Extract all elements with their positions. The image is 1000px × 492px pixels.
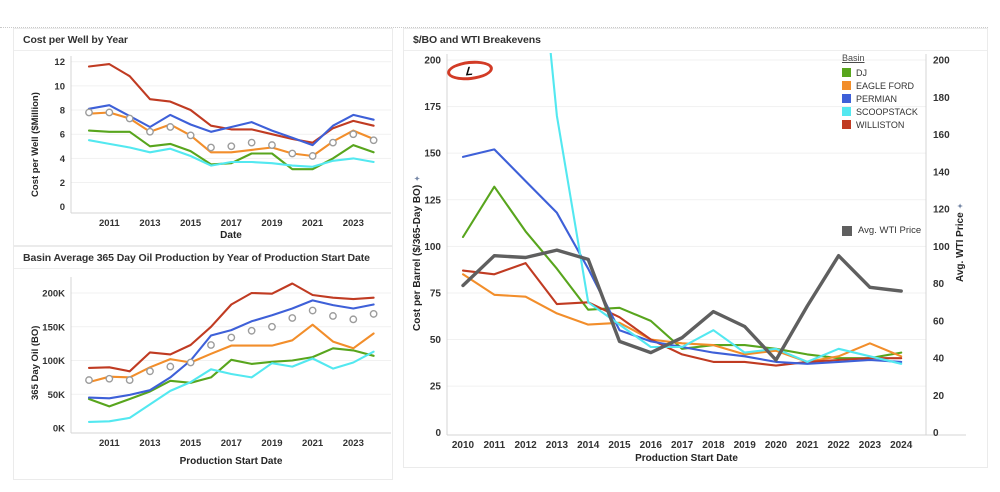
svg-text:40: 40: [933, 354, 945, 365]
svg-text:2021: 2021: [796, 440, 819, 451]
wti-price-annotation: Avg. WTI Price: [842, 225, 921, 236]
svg-text:100K: 100K: [42, 356, 65, 367]
svg-text:0: 0: [60, 202, 65, 213]
svg-text:100: 100: [933, 242, 950, 253]
svg-text:2024: 2024: [890, 440, 913, 451]
svg-text:6: 6: [60, 130, 65, 141]
svg-text:2022: 2022: [827, 440, 850, 451]
svg-text:2011: 2011: [99, 438, 120, 449]
svg-text:2015: 2015: [608, 440, 631, 451]
svg-text:25: 25: [430, 382, 442, 393]
svg-text:2015: 2015: [180, 218, 202, 229]
svg-text:4: 4: [60, 154, 66, 165]
chart-title-cost-per-well: Cost per Well by Year: [14, 29, 392, 51]
svg-text:8: 8: [60, 106, 65, 117]
svg-text:125: 125: [424, 195, 441, 206]
svg-text:0K: 0K: [53, 424, 65, 435]
svg-text:2019: 2019: [734, 440, 757, 451]
svg-text:2016: 2016: [640, 440, 663, 451]
svg-text:20: 20: [933, 391, 945, 402]
svg-text:2010: 2010: [452, 440, 475, 451]
x-axis-title-production-start: Production Start Date: [635, 453, 738, 464]
chart-title-oil-production: Basin Average 365 Day Oil Production by …: [14, 247, 392, 269]
svg-text:2: 2: [60, 178, 65, 189]
svg-text:80: 80: [933, 279, 945, 290]
legend-item-label: WILLISTON: [856, 119, 905, 130]
svg-text:75: 75: [430, 288, 442, 299]
wti-annotation-label: Avg. WTI Price: [858, 225, 922, 236]
layout-divider: [0, 27, 988, 28]
line-chart-oil-production[interactable]: 0K 50K 100K 150K 200K 2011 2013 2015 2017 2019 202…: [14, 273, 394, 479]
svg-text:120: 120: [933, 205, 950, 216]
logo-letter: L: [465, 62, 475, 79]
svg-text:50K: 50K: [48, 390, 66, 401]
svg-text:2014: 2014: [577, 440, 600, 451]
svg-text:2017: 2017: [221, 438, 242, 449]
legend-swatch-icon: [842, 120, 851, 129]
svg-text:2019: 2019: [261, 438, 282, 449]
panel-oil-production: Basin Average 365 Day Oil Production by …: [13, 246, 393, 480]
legend-swatch-icon: [842, 68, 851, 77]
svg-text:2011: 2011: [99, 218, 120, 229]
svg-text:0: 0: [933, 428, 939, 439]
legend-items: DJ EAGLE FORD PERMIAN SCOOPSTACK WILLISTON: [842, 66, 918, 131]
legend-swatch-icon: [842, 81, 851, 90]
svg-text:100: 100: [424, 242, 441, 253]
chart-title-breakevens: $/BO and WTI Breakevens: [404, 29, 987, 51]
legend: Basin DJ EAGLE FORD PERMIAN SCOOPSTACK WILLI…: [842, 53, 918, 131]
svg-text:2023: 2023: [859, 440, 882, 451]
legend-item-label: EAGLE FORD: [856, 80, 915, 91]
line-chart-breakevens[interactable]: 0 25 50 75 100 125 150 175 200 0 20 40 60 80 100 120 140…: [404, 51, 989, 469]
svg-text:2021: 2021: [302, 218, 324, 229]
svg-text:0: 0: [435, 428, 441, 439]
legend-item-permian[interactable]: PERMIAN: [842, 92, 918, 105]
x-axis-title-date: Date: [220, 230, 242, 241]
svg-text:10: 10: [54, 81, 65, 92]
legend-item-label: SCOOPSTACK: [856, 106, 918, 117]
svg-text:2017: 2017: [671, 440, 694, 451]
svg-text:2021: 2021: [302, 438, 324, 449]
panel-breakevens: $/BO and WTI Breakevens Cost per Barrel …: [403, 28, 988, 468]
svg-text:160: 160: [933, 130, 950, 141]
svg-text:12: 12: [54, 57, 65, 68]
svg-text:140: 140: [933, 167, 950, 178]
svg-text:180: 180: [933, 93, 950, 104]
svg-text:2017: 2017: [221, 218, 242, 229]
svg-text:2013: 2013: [139, 218, 160, 229]
svg-text:175: 175: [424, 102, 441, 113]
svg-text:2012: 2012: [514, 440, 537, 451]
svg-text:2018: 2018: [702, 440, 725, 451]
svg-text:200: 200: [424, 56, 441, 67]
svg-text:50: 50: [430, 335, 442, 346]
svg-text:200K: 200K: [42, 289, 65, 300]
svg-text:2023: 2023: [343, 438, 364, 449]
legend-swatch-icon: [842, 94, 851, 103]
svg-text:200: 200: [933, 56, 950, 67]
legend-title: Basin: [842, 53, 865, 63]
svg-text:2013: 2013: [546, 440, 569, 451]
svg-text:150: 150: [424, 149, 441, 160]
wti-swatch-icon: [842, 225, 852, 236]
svg-text:2011: 2011: [483, 440, 505, 451]
svg-text:2020: 2020: [765, 440, 788, 451]
legend-swatch-icon: [842, 107, 851, 116]
x-axis-title-production-start: Production Start Date: [179, 456, 283, 467]
svg-text:2013: 2013: [139, 438, 160, 449]
panel-cost-per-well: Cost per Well by Year Cost per Well ($Mi…: [13, 28, 393, 246]
line-chart-cost-per-well[interactable]: 0 2 4 6 8 10 12 2011 2013 2015 2017 2019 2021 2023: [14, 53, 394, 247]
svg-text:2019: 2019: [261, 218, 282, 229]
svg-text:2015: 2015: [180, 438, 202, 449]
legend-item-williston[interactable]: WILLISTON: [842, 118, 918, 131]
legend-item-label: DJ: [856, 67, 867, 78]
legend-item-scoopstack[interactable]: SCOOPSTACK: [842, 105, 918, 118]
svg-text:2023: 2023: [343, 218, 364, 229]
legend-item-eagle-ford[interactable]: EAGLE FORD: [842, 79, 918, 92]
legend-item-label: PERMIAN: [856, 93, 898, 104]
legend-item-dj[interactable]: DJ: [842, 66, 918, 79]
svg-text:60: 60: [933, 316, 945, 327]
svg-text:150K: 150K: [42, 322, 65, 333]
